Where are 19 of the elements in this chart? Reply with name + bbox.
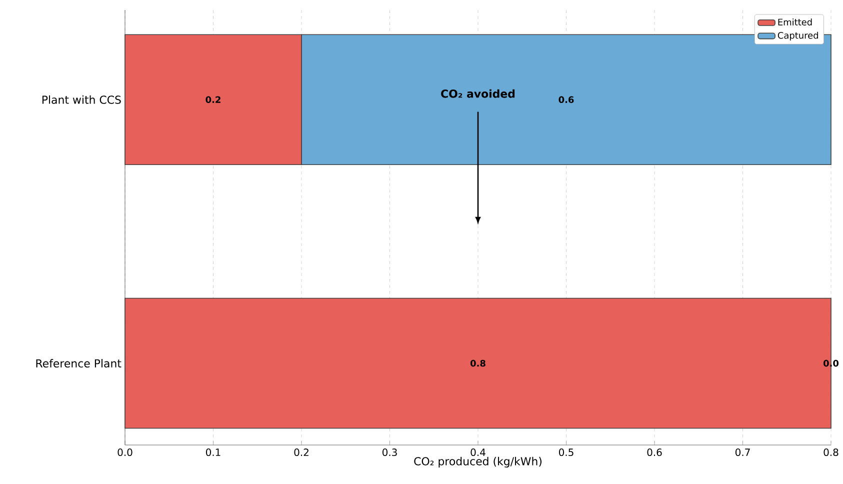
x-tick-label: 0.5 <box>558 448 574 456</box>
data-label: 0.8 <box>470 360 486 367</box>
x-tick-label: 0.0 <box>118 448 132 456</box>
x-tick-label: 0.3 <box>382 448 397 456</box>
annotation: CO₂ avoided <box>441 89 515 98</box>
data-label: 0.6 <box>558 96 574 104</box>
x-tick-label: 0.7 <box>735 448 750 456</box>
legend-label: Emitted <box>778 18 812 26</box>
x-tick-label: 0.1 <box>206 448 220 456</box>
data-label: 0.0 <box>823 360 839 367</box>
y-tick-label: Reference Plant <box>36 359 122 368</box>
legend-label: Captured <box>778 32 818 40</box>
data-label: 0.2 <box>206 96 220 104</box>
y-tick-label: Plant with CCS <box>42 95 121 104</box>
x-axis-title: CO₂ produced (kg/kWh) <box>414 456 542 468</box>
x-tick-label: 0.2 <box>294 448 308 456</box>
x-tick-label: 0.4 <box>470 448 486 456</box>
x-tick-label: 0.8 <box>824 448 838 456</box>
x-tick-label: 0.6 <box>647 448 662 456</box>
